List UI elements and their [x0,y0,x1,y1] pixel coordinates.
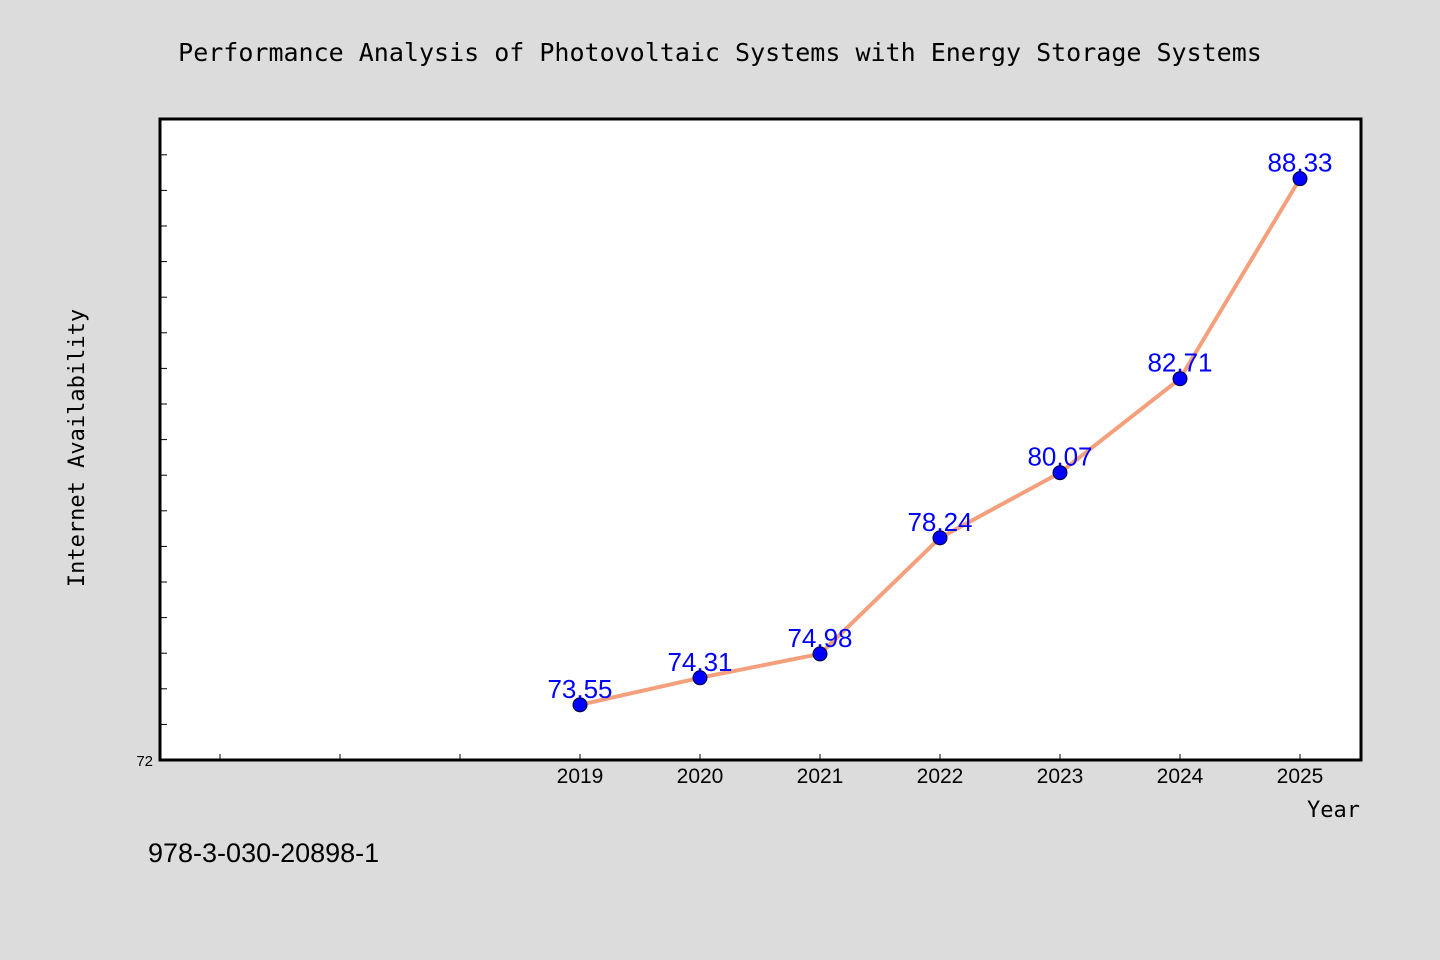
x-tick-label: 2025 [1277,765,1324,788]
data-point [1172,371,1188,387]
data-point [1292,171,1308,187]
data-label: 88.33 [1267,148,1332,178]
data-point [1052,465,1068,481]
x-tick-label: 2024 [1157,765,1204,788]
x-axis-tick-labels: 2019 2020 2021 2022 2023 2024 2025 [557,765,1324,788]
y-tick-label-min: 72 [136,753,153,770]
data-point [572,697,588,713]
x-tick-label: 2022 [917,765,964,788]
x-tick-label: 2023 [1037,765,1084,788]
data-label: 74.98 [787,623,852,653]
x-axis-label: Year [1307,798,1360,823]
x-tick-label: 2021 [797,765,844,788]
x-tick-label: 2019 [557,765,604,788]
chart-title: Performance Analysis of Photovoltaic Sys… [178,38,1262,67]
data-label: 73.55 [547,674,612,704]
data-label: 80.07 [1027,442,1092,472]
y-axis-label: Internet Availability [65,309,90,587]
series-group: 73.55 74.31 74.98 78.24 80.07 82.71 88.33 [547,148,1333,713]
data-point [692,670,708,686]
data-label: 78.24 [907,507,972,537]
data-label: 74.31 [667,647,732,677]
data-point [932,530,948,546]
y-axis-ticks [160,154,167,725]
plot-area [158,117,1363,762]
x-axis-ticks [219,754,1301,760]
data-point [812,646,828,662]
x-tick-label: 2020 [677,765,724,788]
footer-isbn: 978-3-030-20898-1 [148,838,379,868]
data-label: 82.71 [1147,348,1212,378]
